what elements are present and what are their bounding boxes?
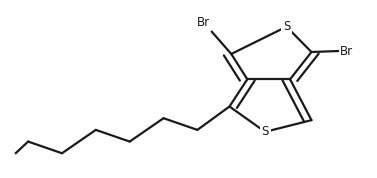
Text: S: S	[283, 20, 290, 33]
Text: S: S	[261, 125, 269, 138]
Text: Br: Br	[340, 44, 353, 57]
Text: Br: Br	[197, 16, 210, 29]
